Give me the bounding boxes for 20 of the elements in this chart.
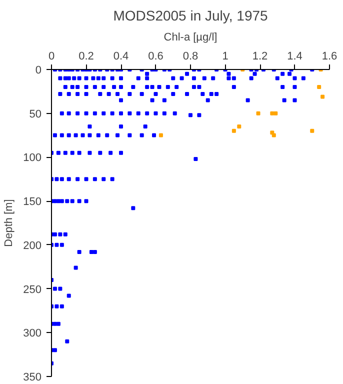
- y-tick-label: 250: [23, 284, 42, 296]
- y-tick-label: 350: [23, 372, 42, 384]
- y-tick-label: 300: [23, 328, 42, 340]
- x-tick-label: 1.6: [322, 50, 338, 62]
- x-tick-label: 0.4: [113, 50, 129, 62]
- x-tick-label: 1: [222, 50, 228, 62]
- y-tick-label: 50: [29, 108, 42, 120]
- x-tick-label: 1.4: [287, 50, 302, 62]
- chart-title: MODS2005 in July, 1975: [113, 8, 268, 24]
- y-tick-label: 0: [35, 64, 42, 76]
- x-tick-label: 0: [48, 50, 55, 62]
- x-tick-label: 0.6: [148, 50, 164, 62]
- y-tick-label: 200: [23, 240, 42, 252]
- y-axis-title: Depth [m]: [3, 199, 16, 247]
- x-tick-label: 0.2: [78, 50, 94, 62]
- x-axis-title: Chl-a [µg/l]: [164, 32, 218, 44]
- y-tick-label: 150: [23, 196, 42, 208]
- x-tick-label: 1.2: [252, 50, 268, 62]
- y-tick-label: 100: [23, 152, 42, 164]
- x-tick-label: 0.8: [182, 50, 198, 62]
